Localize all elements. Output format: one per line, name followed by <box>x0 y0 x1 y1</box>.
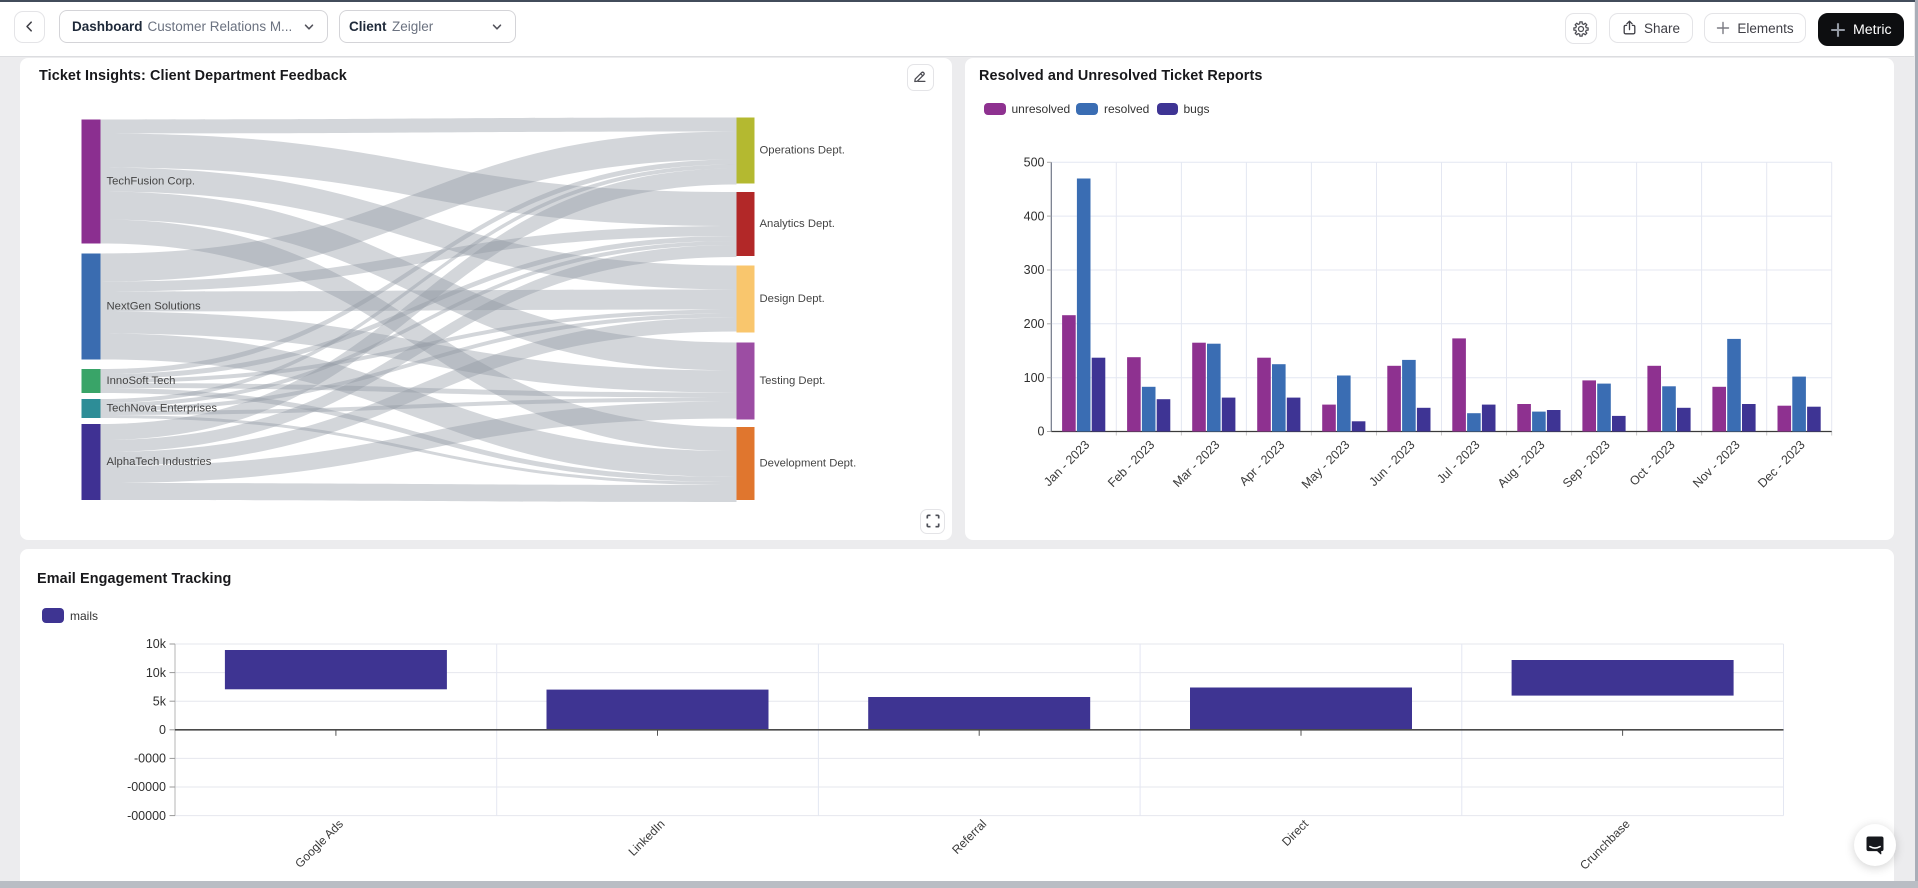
svg-text:LinkedIn: LinkedIn <box>626 817 668 859</box>
svg-text:Referral: Referral <box>949 817 989 857</box>
svg-text:Jul - 2023: Jul - 2023 <box>1434 438 1482 486</box>
svg-text:TechNova Enterprises: TechNova Enterprises <box>107 403 218 415</box>
svg-text:10k: 10k <box>146 666 167 680</box>
svg-text:Google Ads: Google Ads <box>292 817 346 871</box>
svg-text:Development Dept.: Development Dept. <box>760 458 857 470</box>
svg-text:Operations Dept.: Operations Dept. <box>760 145 845 157</box>
svg-text:NextGen Solutions: NextGen Solutions <box>107 301 202 313</box>
svg-text:500: 500 <box>1024 156 1045 170</box>
svg-text:Crunchbase: Crunchbase <box>1577 817 1633 873</box>
svg-text:Jun - 2023: Jun - 2023 <box>1366 438 1417 489</box>
svg-text:May - 2023: May - 2023 <box>1299 438 1353 492</box>
svg-text:Dec - 2023: Dec - 2023 <box>1755 438 1808 491</box>
svg-text:400: 400 <box>1024 209 1045 223</box>
svg-text:Oct - 2023: Oct - 2023 <box>1627 438 1678 489</box>
svg-text:Nov - 2023: Nov - 2023 <box>1690 438 1743 491</box>
svg-text:-0000: -0000 <box>134 752 166 766</box>
svg-text:Sep - 2023: Sep - 2023 <box>1560 438 1613 491</box>
svg-text:Feb - 2023: Feb - 2023 <box>1105 438 1157 490</box>
svg-text:Analytics Dept.: Analytics Dept. <box>760 218 835 230</box>
svg-text:300: 300 <box>1024 263 1045 277</box>
svg-text:Mar - 2023: Mar - 2023 <box>1170 438 1222 490</box>
svg-text:100: 100 <box>1024 371 1045 385</box>
svg-text:Direct: Direct <box>1279 816 1312 849</box>
svg-text:0: 0 <box>159 723 166 737</box>
svg-text:0: 0 <box>1038 425 1045 439</box>
svg-text:AlphaTech Industries: AlphaTech Industries <box>107 456 212 468</box>
svg-text:Testing Dept.: Testing Dept. <box>760 375 826 387</box>
svg-text:Design Dept.: Design Dept. <box>760 293 825 305</box>
svg-text:InnoSoft Tech: InnoSoft Tech <box>107 375 176 387</box>
svg-text:TechFusion Corp.: TechFusion Corp. <box>107 176 196 188</box>
svg-text:-00000: -00000 <box>127 809 166 823</box>
svg-text:-00000: -00000 <box>127 780 166 794</box>
svg-text:Aug - 2023: Aug - 2023 <box>1495 438 1548 491</box>
svg-text:Apr - 2023: Apr - 2023 <box>1237 438 1288 489</box>
svg-text:5k: 5k <box>153 694 167 708</box>
svg-text:Jan - 2023: Jan - 2023 <box>1041 438 1092 489</box>
svg-text:10k: 10k <box>146 637 167 651</box>
svg-text:200: 200 <box>1024 317 1045 331</box>
